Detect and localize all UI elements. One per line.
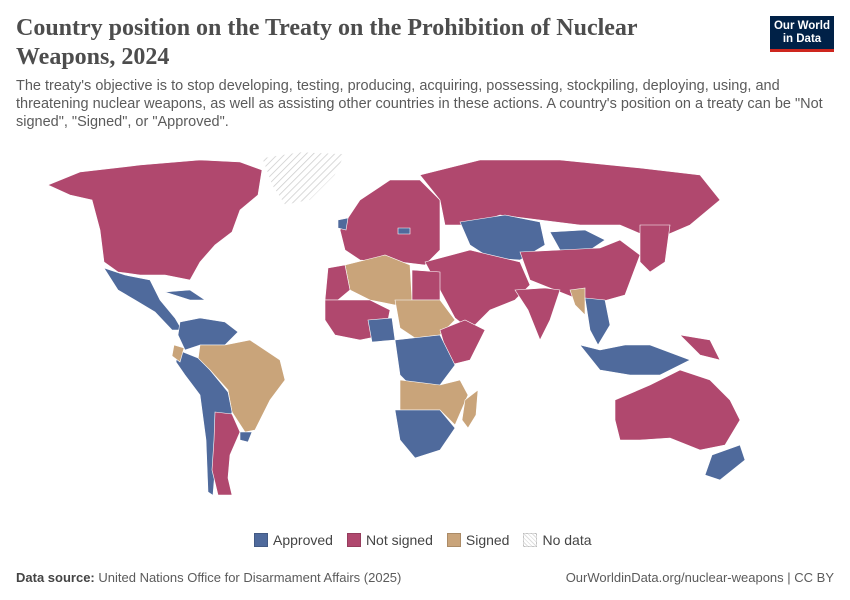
data-source: Data source: United Nations Office for D…	[16, 570, 401, 585]
region-ecuador[interactable]: Ecuador: Signed	[171, 344, 185, 363]
not-signed-swatch	[346, 533, 361, 547]
region-nigeria[interactable]: Nigeria: Approved	[367, 317, 396, 343]
region-new-zealand[interactable]: New Zealand: Approved	[704, 444, 746, 481]
region-morocco-west-sahara[interactable]: Morocco & West Sahara: Not signed	[324, 264, 351, 301]
signed-swatch	[446, 533, 461, 547]
region-mongolia[interactable]: Mongolia: Approved	[549, 229, 606, 251]
region-ireland[interactable]: Ireland: Approved	[337, 217, 349, 231]
region-austria[interactable]: Austria: Approved	[397, 227, 411, 235]
region-southeast-asia-mainland[interactable]: Southeast Asia mainland: Approved	[584, 297, 611, 346]
legend-label: Signed	[465, 532, 510, 548]
source-text: United Nations Office for Disarmament Af…	[98, 570, 402, 585]
approved-swatch	[254, 533, 268, 547]
chart-title: Country position on the Treaty on the Pr…	[16, 15, 638, 70]
region-mexico-central-america[interactable]: Mexico & Central America: Approved	[103, 267, 183, 331]
region-uruguay[interactable]: Uruguay: Approved	[239, 431, 253, 443]
region-southern-africa[interactable]: Southern Africa: Approved	[394, 409, 456, 459]
no-data-swatch	[523, 533, 538, 547]
legend-item-approved[interactable]: Approved	[254, 532, 333, 548]
region-north-africa-algeria-libya[interactable]: North Africa (Algeria, Libya): Signed	[344, 254, 413, 306]
region-china[interactable]: China: Not signed	[519, 239, 641, 303]
region-japan-korea[interactable]: Japan & Korea: Not signed	[639, 224, 671, 273]
region-europe[interactable]: Europe: Not signed	[339, 179, 441, 266]
region-madagascar[interactable]: Madagascar: Signed	[461, 389, 479, 429]
chart-subtitle: The treaty's objective is to stop develo…	[16, 78, 823, 130]
owid-logo[interactable]: Our World in Data	[770, 16, 834, 52]
world-map: North America (Canada, USA): Not signedG…	[47, 151, 746, 501]
footer-link[interactable]: OurWorldinData.org/nuclear-weapons | CC …	[565, 570, 834, 585]
legend-item-no-data[interactable]: No data	[523, 532, 592, 548]
legend-label: No data	[542, 532, 592, 548]
legend-label: Approved	[273, 532, 333, 548]
region-papua-new-guinea[interactable]: Papua New Guinea: Not signed	[679, 334, 721, 361]
region-myanmar[interactable]: Myanmar: Signed	[569, 287, 586, 316]
legend-item-signed[interactable]: Signed	[446, 532, 510, 548]
legend: Approved Not signed Signed No data	[254, 532, 592, 548]
region-argentina[interactable]: Argentina: Not signed	[211, 411, 241, 496]
legend-label: Not signed	[365, 532, 433, 548]
region-india[interactable]: India: Not signed	[514, 287, 561, 341]
region-cuba-caribbean[interactable]: Cuba & Caribbean: Approved	[164, 289, 206, 301]
region-north-america-canada-usa[interactable]: North America (Canada, USA): Not signed	[47, 159, 263, 281]
region-indonesia-philippines[interactable]: Indonesia & Philippines: Approved	[579, 344, 691, 376]
region-egypt[interactable]: Egypt: Not signed	[411, 269, 441, 301]
region-middle-east[interactable]: Middle East: Not signed	[424, 249, 531, 331]
legend-item-not-signed[interactable]: Not signed	[346, 532, 433, 548]
source-label: Data source:	[16, 570, 95, 585]
region-peru-bolivia-paraguay-chile[interactable]: Peru, Bolivia, Paraguay, Chile: Approved	[175, 349, 233, 501]
region-greenland[interactable]: Greenland: No data	[261, 151, 346, 206]
region-russia[interactable]: Russia: Not signed	[419, 159, 721, 241]
region-australia[interactable]: Australia: Not signed	[614, 369, 741, 451]
